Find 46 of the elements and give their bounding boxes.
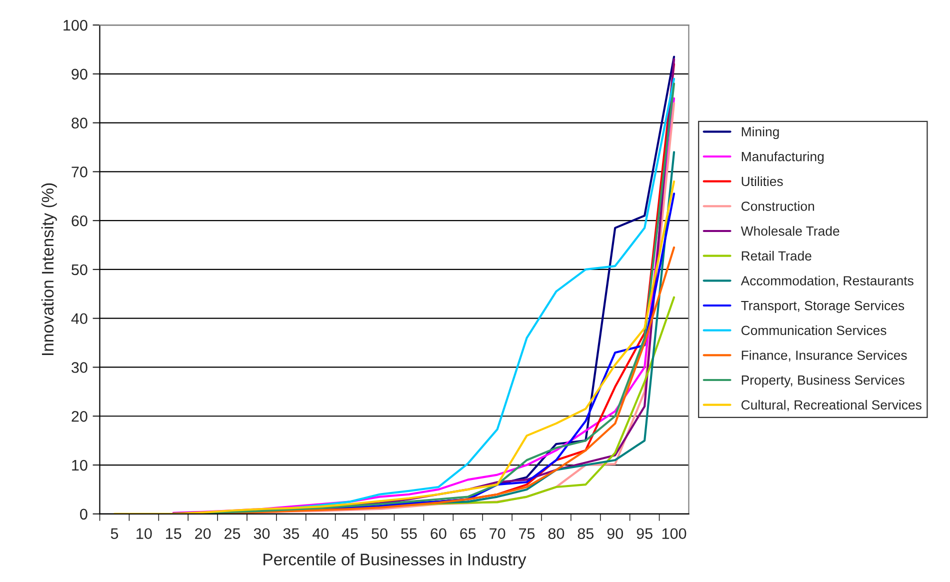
legend-label: Wholesale Trade xyxy=(740,226,840,236)
x-tick-label: 60 xyxy=(430,528,446,540)
y-tick-label: 90 xyxy=(72,68,88,80)
legend-label: Accommodation, Restaurants xyxy=(740,276,914,287)
y-axis-title: Innovation Intensity (%) xyxy=(41,183,57,355)
x-tick-label: 40 xyxy=(312,528,329,540)
x-tick-label: 10 xyxy=(136,528,152,540)
y-tick-label: 30 xyxy=(72,362,88,373)
x-tick-label: 5 xyxy=(110,528,118,540)
y-tick-label: 20 xyxy=(72,411,88,422)
x-tick-label: 70 xyxy=(490,528,506,540)
x-axis-title: Percentile of Businesses in Industry xyxy=(264,553,526,569)
y-tick-label: 0 xyxy=(80,508,88,520)
legend-label: Transport, Storage Services xyxy=(741,300,904,313)
x-tick-label: 90 xyxy=(607,528,624,540)
legend-label: Finance, Insurance Services xyxy=(742,350,907,362)
legend-label: Cultural, Recreational Services xyxy=(741,400,922,412)
legend-label: Property, Business Services xyxy=(742,375,904,388)
x-tick-label: 100 xyxy=(662,528,686,540)
x-tick-label: 65 xyxy=(460,528,476,540)
x-tick-label: 50 xyxy=(372,528,388,540)
legend-label: Construction xyxy=(741,201,814,211)
y-tick-label: 100 xyxy=(64,20,88,31)
line-series xyxy=(113,180,676,514)
x-tick-label: 20 xyxy=(195,528,211,540)
y-tick-label: 40 xyxy=(71,313,88,324)
legend-label: Manufacturing xyxy=(742,152,824,164)
x-tick-label: 80 xyxy=(548,528,564,540)
x-tick-label: 30 xyxy=(254,528,270,540)
legend-label: Communication Services xyxy=(741,325,886,336)
x-tick-label: 85 xyxy=(578,528,594,540)
x-tick-label: 55 xyxy=(401,528,417,540)
y-tick-label: 50 xyxy=(72,264,88,276)
y-tick-label: 60 xyxy=(72,215,88,226)
y-tick-label: 70 xyxy=(72,166,88,178)
y-tick-label: 10 xyxy=(72,460,88,471)
y-tick-label: 80 xyxy=(72,118,88,128)
x-tick-label: 75 xyxy=(519,528,535,540)
legend-label: Utilities xyxy=(742,176,783,186)
legend-label: Mining xyxy=(742,126,779,140)
x-tick-label: 35 xyxy=(283,528,300,540)
x-tick-label: 25 xyxy=(224,528,240,540)
x-tick-label: 45 xyxy=(342,528,358,540)
x-tick-label: 15 xyxy=(166,528,182,540)
legend-label: Retail Trade xyxy=(742,250,812,261)
x-tick-label: 95 xyxy=(636,528,652,540)
